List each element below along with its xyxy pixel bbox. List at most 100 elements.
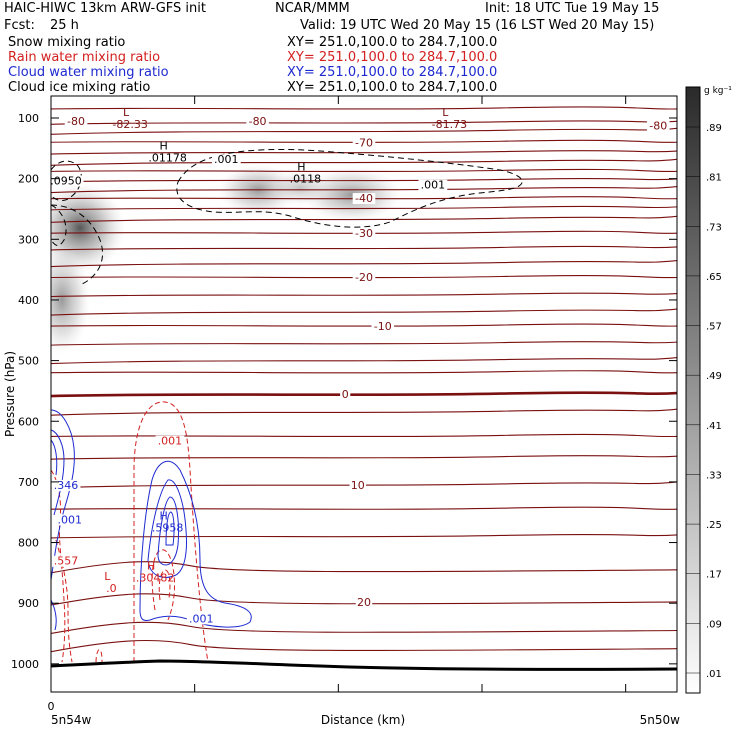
temperature-contour-line (51, 215, 677, 223)
temperature-contour-line (51, 370, 677, 374)
contour-annotations: -80 -80 -80 -70 -40 -30 -20 -10 0 10 20 .001 .001 .09… (51, 106, 670, 625)
colorbar-label: .49 (706, 371, 722, 382)
temperature-label-bg (64, 116, 88, 128)
temperature-label: -30 (355, 227, 373, 240)
y-tick-label: 1000 (11, 658, 39, 671)
temperature-label: -80 (649, 119, 667, 132)
y-tick-label: 400 (18, 294, 39, 307)
field-cloudwater-name: Cloud water mixing ratio (8, 65, 169, 80)
contour-label-bg (418, 179, 448, 191)
temperature-contour-line (51, 186, 677, 194)
contour-label: .001 (189, 612, 214, 625)
temperature-label-bg (355, 596, 373, 608)
temperature-contour-line (51, 168, 677, 173)
extremum-marker: L (442, 106, 449, 119)
temperature-contours (51, 106, 677, 653)
x-axis-title: Distance (km) (321, 713, 405, 727)
model-title: HAIC-HIWC 13km ARW-GFS init (4, 1, 206, 16)
field-rain-name: Rain water mixing ratio (8, 50, 161, 65)
temperature-contour-line (51, 308, 677, 316)
contour-label: .001 (421, 179, 446, 192)
temperature-label-bg (352, 271, 376, 283)
x-end-label: 5n50w (640, 713, 681, 727)
temperature-label-bg (246, 116, 269, 128)
colorbar-label: .57 (706, 322, 722, 333)
cloud-ice-contours (51, 148, 523, 286)
colorbar: g kg⁻¹ .01 .09 .17 .25 .33 .41 .49 .57 .65 .73 .81… (685, 86, 732, 694)
temperature-contour-line (51, 120, 677, 125)
forecast-hours: 25 h (50, 18, 79, 33)
temperature-contour-line (51, 621, 677, 635)
extremum-marker: H (297, 161, 305, 174)
colorbar-label: .25 (706, 520, 722, 531)
colorbar-label: .73 (706, 222, 722, 233)
colorbar-label: .01 (706, 669, 722, 680)
extremum-value: .01178 (148, 151, 187, 164)
colorbar-label: .33 (706, 470, 722, 481)
contour-label-bg (51, 479, 81, 491)
init-time: Init: 18 UTC Tue 19 May 15 (485, 1, 660, 16)
temperature-contour-line (51, 205, 677, 211)
temperature-contour-line (51, 506, 677, 510)
temperature-label-bg (646, 120, 670, 132)
temperature-contour-line (51, 533, 677, 539)
temperature-label-bg (371, 321, 395, 333)
temperature-label-bg (352, 137, 376, 149)
temperature-label: -70 (355, 136, 373, 149)
temperature-contour-line (51, 593, 677, 606)
temperature-contour-line (51, 245, 677, 251)
extremum-value: .0118 (290, 173, 322, 186)
temperature-label-bg (352, 228, 376, 240)
colorbar-label: .09 (706, 619, 722, 630)
extremum-marker: H (160, 509, 168, 522)
extremum-marker: H (160, 139, 168, 152)
contour-label: .346 (54, 479, 79, 492)
field-cloudice-name: Cloud ice mixing ratio (8, 80, 151, 95)
colorbar-label: .17 (706, 570, 722, 581)
extremum-value: -82.33 (112, 118, 147, 131)
temperature-label: 20 (357, 596, 371, 609)
temperature-contour-line (51, 158, 677, 166)
temperature-label: -80 (249, 115, 267, 128)
x-zero-label: 0 (48, 700, 55, 713)
y-tick-label: 100 (18, 112, 39, 125)
temperature-contour-line (51, 150, 677, 155)
contour-label-bg (186, 613, 216, 625)
extremum-marker: L (104, 570, 111, 583)
temperature-contour-line (51, 292, 677, 298)
y-axis-title: Pressure (hPa) (3, 351, 17, 437)
colorbar-unit: g kg⁻¹ (704, 86, 732, 96)
y-tick-label: 900 (18, 597, 39, 610)
temperature-label: 10 (351, 479, 365, 492)
contour-label-bg (211, 154, 241, 166)
y-tick-label: 700 (18, 476, 39, 489)
field-snow-xy: XY= 251.0,100.0 to 284.7,100.0 (287, 35, 498, 50)
temperature-contour-line (51, 561, 677, 574)
field-cloudwater-xy: XY= 251.0,100.0 to 284.7,100.0 (287, 65, 498, 80)
temperature-label: -80 (67, 115, 85, 128)
y-tick-label: 600 (18, 415, 39, 428)
temperature-contour-line (51, 177, 677, 183)
temperature-label: 0 (342, 388, 349, 401)
temperature-label-bg (349, 479, 366, 491)
contour-label-bg (51, 175, 84, 187)
forecast-label: Fcst: (4, 18, 35, 33)
temperature-contour-line (51, 139, 677, 143)
temperature-contour-line (51, 230, 677, 234)
extremum-value: -81.73 (432, 118, 467, 131)
temperature-contour-line (51, 260, 677, 268)
field-rain-xy: XY= 251.0,100.0 to 284.7,100.0 (287, 50, 498, 65)
colorbar-scale (685, 86, 701, 694)
field-snow-name: Snow mixing ratio (8, 35, 126, 50)
contour-label: .001 (214, 153, 239, 166)
plot-frame (50, 95, 678, 693)
y-tick-label: 800 (18, 537, 39, 550)
extremum-value: .0 (106, 582, 117, 595)
temperature-label-bg (352, 193, 376, 205)
temperature-contour-line (51, 323, 677, 327)
cloud-water-contours (51, 409, 252, 631)
temperature-contour-line (51, 481, 677, 489)
temperature-contour-line (51, 357, 677, 365)
temperature-label: -20 (355, 271, 373, 284)
